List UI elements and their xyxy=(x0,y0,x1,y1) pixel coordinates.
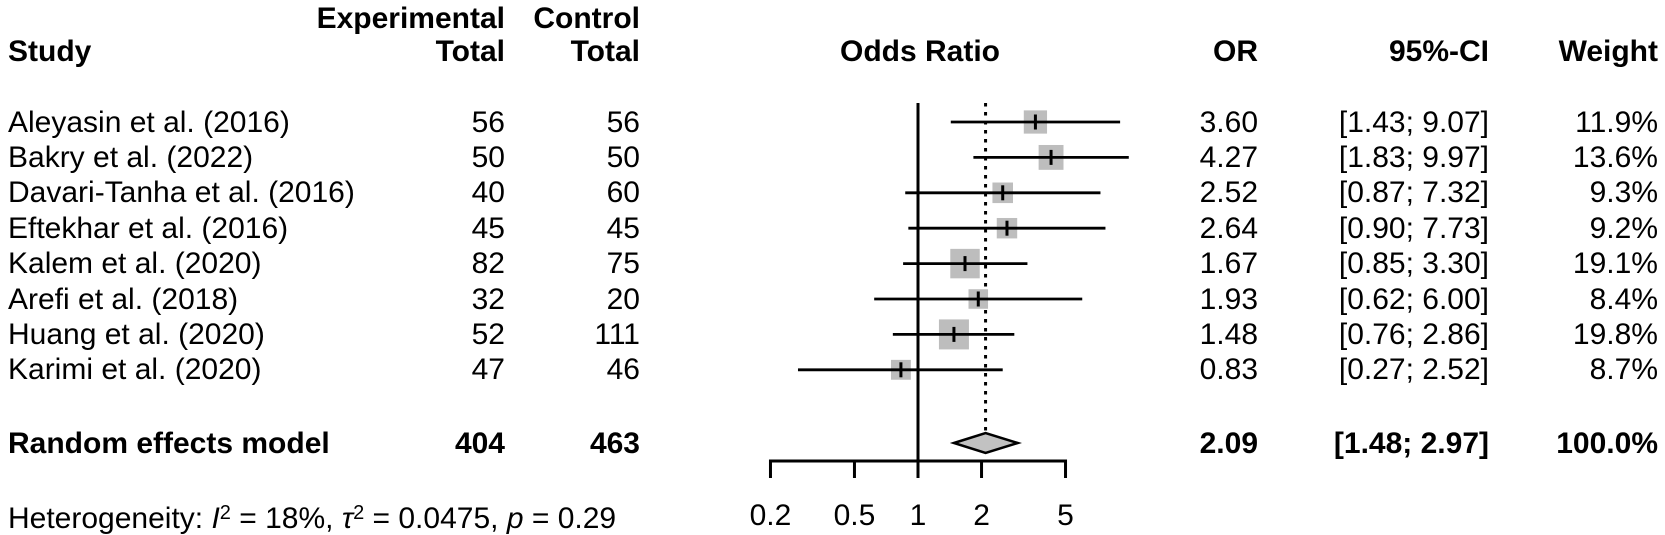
experimental-total: 52 xyxy=(471,317,505,351)
heterogeneity-text-segment: p xyxy=(506,502,524,535)
heterogeneity-text-segment: = 0.29 xyxy=(523,502,617,535)
weight-value: 9.3% xyxy=(1589,176,1658,210)
axis-tick-label: 2 xyxy=(973,499,990,532)
study-name: Random effects model xyxy=(8,426,330,460)
study-name: Arefi et al. (2018) xyxy=(8,282,239,316)
control-total: 60 xyxy=(606,176,640,210)
study-name: Eftekhar et al. (2016) xyxy=(8,211,289,245)
study-name: Bakry et al. (2022) xyxy=(8,140,254,174)
weight-value: 19.1% xyxy=(1572,247,1658,281)
or-value: 1.48 xyxy=(1199,317,1258,351)
experimental-total: 40 xyxy=(471,176,505,210)
experimental-total: 56 xyxy=(471,105,505,139)
col-header-ci: 95%-CI xyxy=(1388,35,1489,68)
col-header-study: Study xyxy=(8,35,92,68)
experimental-total: 82 xyxy=(471,247,505,281)
study-name: Huang et al. (2020) xyxy=(8,317,265,351)
col-header-odds-ratio: Odds Ratio xyxy=(839,35,1000,68)
ci-value: [0.90; 7.73] xyxy=(1338,211,1489,245)
or-value: 2.52 xyxy=(1199,176,1258,210)
weight-value: 11.9% xyxy=(1575,105,1658,139)
control-total: 56 xyxy=(606,105,640,139)
ci-value: [1.83; 9.97] xyxy=(1338,140,1489,174)
col-header-experimental-total: Total xyxy=(435,35,505,68)
control-total: 20 xyxy=(606,282,640,316)
experimental-total: 32 xyxy=(471,282,505,316)
ci-value: [0.85; 3.30] xyxy=(1338,247,1489,281)
weight-value: 19.8% xyxy=(1572,317,1658,351)
ci-value: [0.27; 2.52] xyxy=(1338,353,1489,387)
axis-tick-label: 1 xyxy=(910,499,927,532)
experimental-total: 404 xyxy=(454,426,505,460)
or-value: 3.60 xyxy=(1199,105,1258,139)
weight-value: 13.6% xyxy=(1572,140,1658,174)
heterogeneity-text-segment: I xyxy=(211,502,220,535)
axis-tick-label: 5 xyxy=(1057,499,1074,532)
weight-value: 8.7% xyxy=(1589,353,1658,387)
weight-value: 9.2% xyxy=(1589,211,1658,245)
heterogeneity-text-segment: 2 xyxy=(353,502,365,524)
heterogeneity-text-segment: Heterogeneity: xyxy=(8,502,212,535)
axis-tick-label: 0.5 xyxy=(834,499,876,532)
summary-diamond xyxy=(949,431,1022,455)
control-total: 75 xyxy=(606,247,640,281)
or-value: 2.09 xyxy=(1199,426,1258,460)
or-value: 1.67 xyxy=(1199,247,1258,281)
plot-canvas: 0.2 0.5 1 2 5 xyxy=(750,103,1129,532)
heterogeneity-text-segment: τ xyxy=(341,502,354,535)
ci-value: [0.87; 7.32] xyxy=(1338,176,1489,210)
experimental-total: 47 xyxy=(471,353,505,387)
axis-tick-label: 0.2 xyxy=(750,499,792,532)
control-total: 46 xyxy=(606,353,640,387)
heterogeneity-note: Heterogeneity: I2 = 18%, τ2 = 0.0475, p … xyxy=(8,501,616,535)
or-value: 2.64 xyxy=(1199,211,1258,245)
experimental-total: 50 xyxy=(471,140,505,174)
or-value: 4.27 xyxy=(1199,140,1258,174)
or-value: 1.93 xyxy=(1199,282,1258,316)
control-total: 50 xyxy=(606,140,640,174)
control-total: 45 xyxy=(606,211,640,245)
ci-value: [1.43; 9.07] xyxy=(1338,105,1489,139)
study-name: Aleyasin et al. (2016) xyxy=(8,105,290,139)
study-name: Davari-Tanha et al. (2016) xyxy=(8,176,355,210)
experimental-total: 45 xyxy=(471,211,505,245)
col-header-weight: Weight xyxy=(1558,35,1658,68)
col-header-experimental: Experimental xyxy=(316,2,505,35)
col-header-control: Control xyxy=(533,2,640,35)
control-total: 463 xyxy=(589,426,640,460)
ci-value: [0.62; 6.00] xyxy=(1338,282,1489,316)
study-name: Kalem et al. (2020) xyxy=(8,247,262,281)
or-value: 0.83 xyxy=(1199,353,1258,387)
col-header-control-total: Total xyxy=(570,35,640,68)
weight-value: 8.4% xyxy=(1589,282,1658,316)
col-header-or: OR xyxy=(1213,35,1258,68)
heterogeneity-text-segment: = 18%, xyxy=(230,502,342,535)
ci-value: [0.76; 2.86] xyxy=(1338,317,1489,351)
weight-value: 100.0% xyxy=(1556,426,1658,460)
heterogeneity-text-segment: = 0.0475, xyxy=(364,502,507,535)
study-name: Karimi et al. (2020) xyxy=(8,353,262,387)
heterogeneity-text-segment: 2 xyxy=(219,502,231,524)
control-total: 111 xyxy=(594,317,640,351)
ci-value: [1.48; 2.97] xyxy=(1333,426,1489,460)
